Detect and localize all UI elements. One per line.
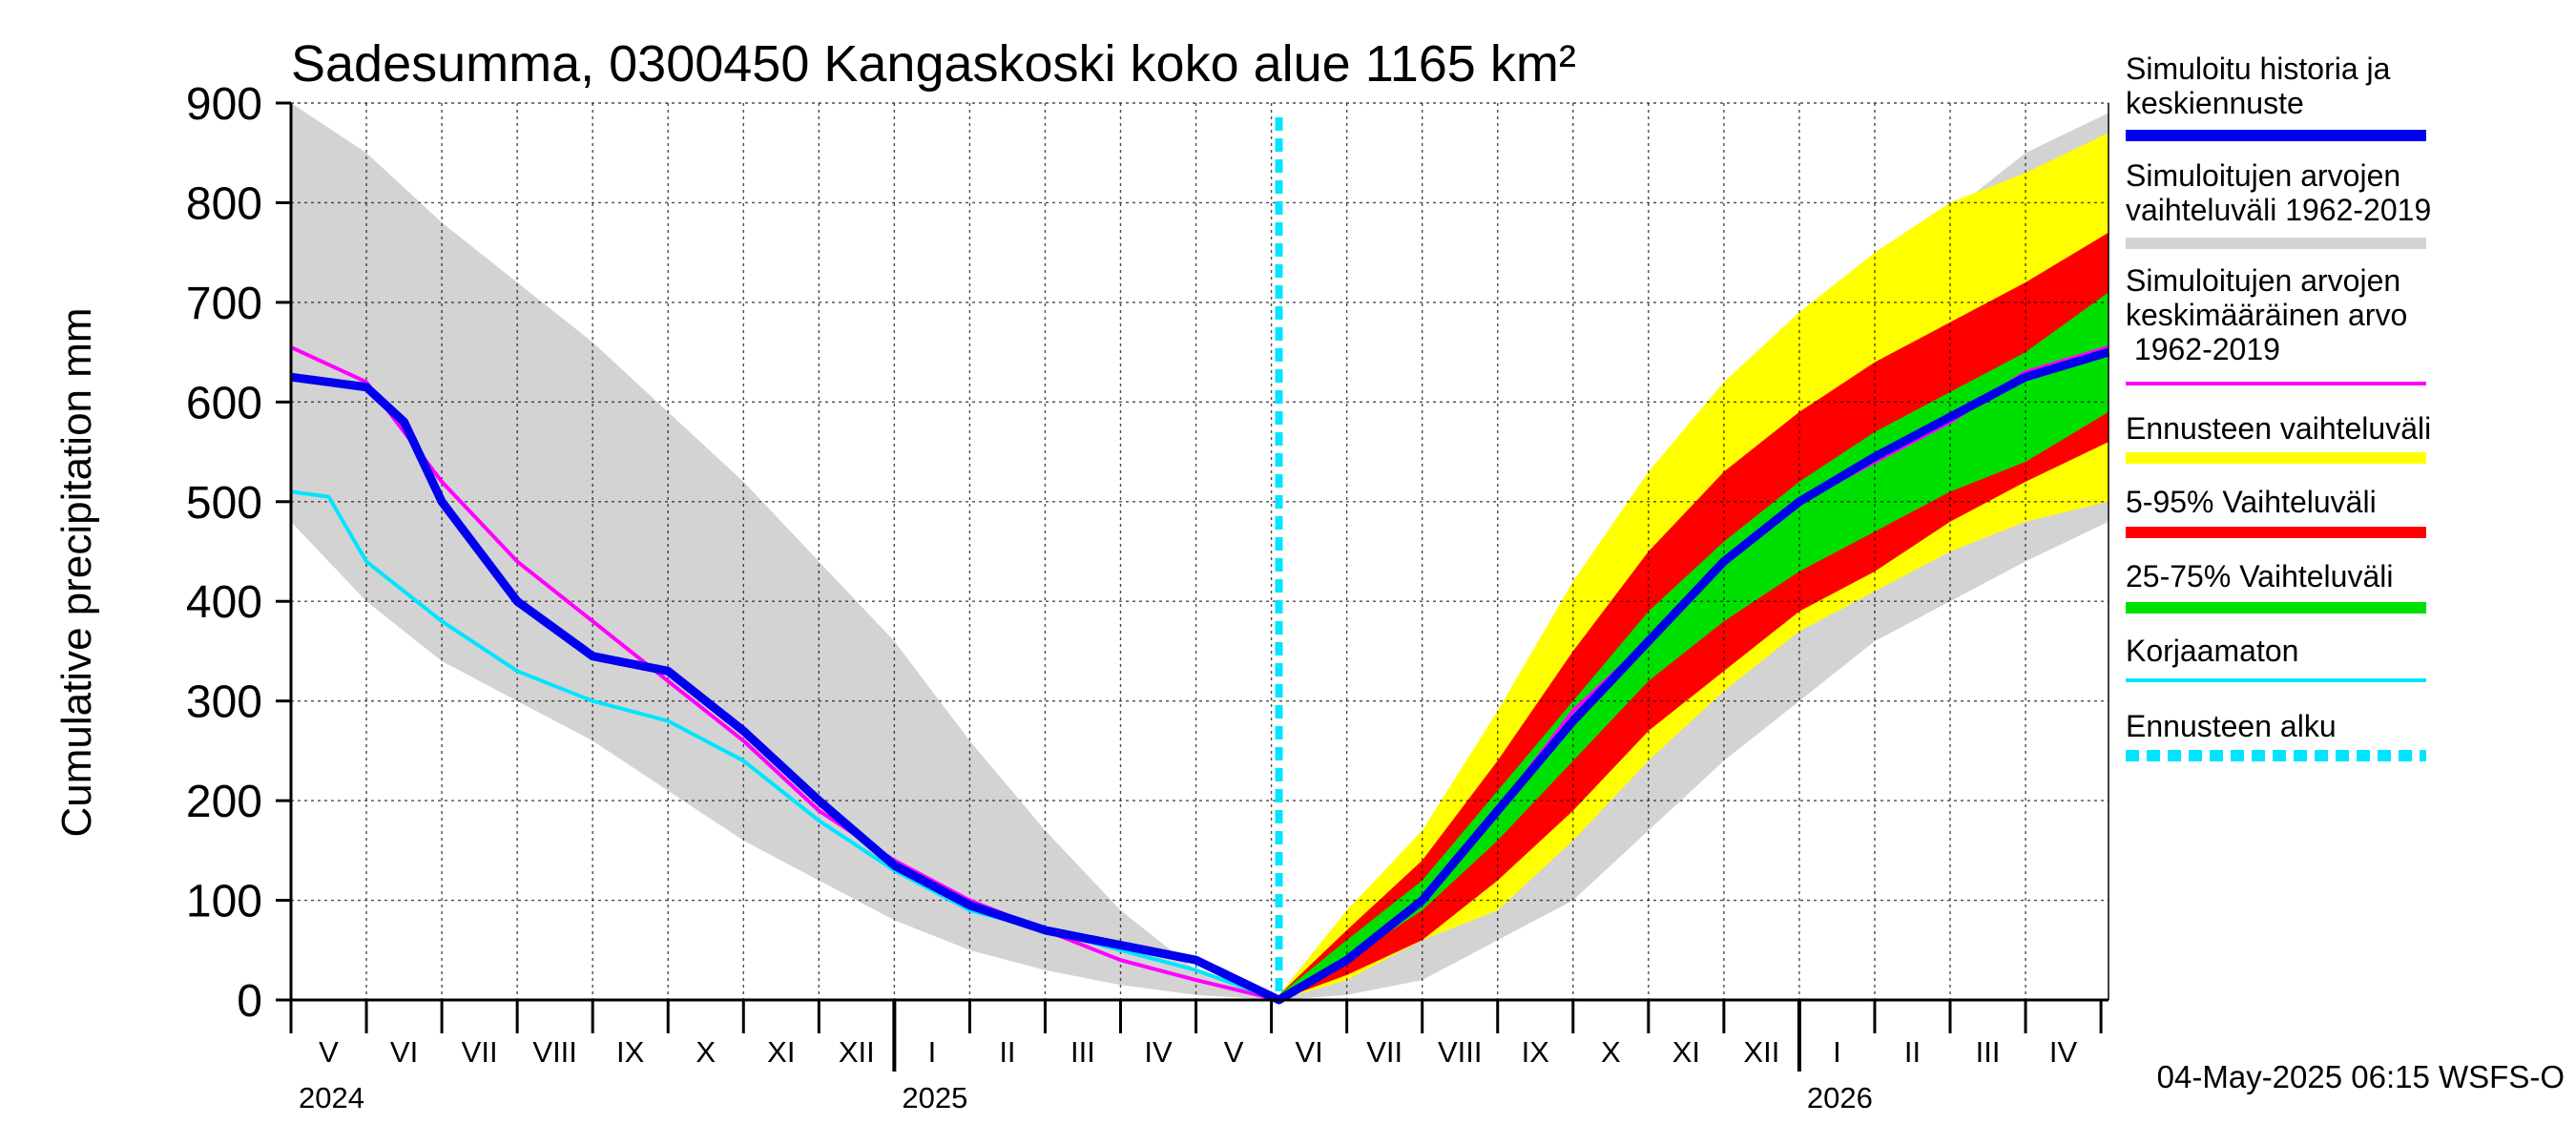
- legend-label-line: Korjaamaton: [2126, 634, 2298, 668]
- x-month-label: VII: [1366, 1035, 1402, 1069]
- y-tick-label-900: 900: [186, 79, 262, 130]
- grid-lines: [291, 102, 2109, 1001]
- y-tick-label-100: 100: [186, 877, 262, 927]
- x-month-label: IX: [616, 1035, 645, 1069]
- x-month-label: X: [1601, 1035, 1621, 1069]
- legend-label-line: 1962-2019: [2126, 332, 2280, 366]
- x-month-label: V: [319, 1035, 339, 1069]
- legend-label-line: Simuloitujen arvojen: [2126, 263, 2400, 298]
- x-month-label: VI: [1295, 1035, 1322, 1069]
- y-tick-label-600: 600: [186, 378, 262, 428]
- x-month-label: IV: [2049, 1035, 2078, 1069]
- x-month-label: XI: [1672, 1035, 1700, 1069]
- x-month-label: XII: [839, 1035, 875, 1069]
- legend-label-line: Simuloitu historia ja: [2126, 52, 2391, 86]
- x-month-label: I: [1833, 1035, 1841, 1069]
- legend-label-line: 25-75% Vaihteluväli: [2126, 559, 2393, 593]
- y-tick-label-300: 300: [186, 677, 262, 728]
- band-hist-range: [291, 103, 2109, 1000]
- legend-label-2: Simuloitujen arvojen keskimääräinen arvo …: [2126, 263, 2407, 366]
- legend-label-line: vaihteluväli 1962-2019: [2126, 193, 2431, 227]
- x-month-label: II: [999, 1035, 1015, 1069]
- x-month-label: III: [1976, 1035, 2001, 1069]
- x-month-label: IX: [1522, 1035, 1550, 1069]
- x-month-label: XI: [767, 1035, 795, 1069]
- legend-label-3: Ennusteen vaihteluväli: [2126, 411, 2431, 446]
- x-year-label: 2026: [1807, 1081, 1873, 1114]
- x-year-label: 2024: [299, 1081, 364, 1114]
- x-month-label: V: [1224, 1035, 1244, 1069]
- y-tick-label-0: 0: [237, 976, 262, 1027]
- legend-label-4: 5-95% Vaihteluväli: [2126, 485, 2377, 519]
- footer-timestamp: 04-May-2025 06:15 WSFS-O: [2157, 1059, 2565, 1094]
- legend-label-6: Korjaamaton: [2126, 634, 2298, 668]
- y-axis-label: Cumulative precipitation mm: [53, 307, 100, 837]
- y-tick-label-400: 400: [186, 577, 262, 628]
- chart-title: Sadesumma, 0300450 Kangaskoski koko alue…: [291, 35, 1576, 93]
- x-month-label: III: [1070, 1035, 1095, 1069]
- y-tick-label-500: 500: [186, 478, 262, 529]
- legend-label-line: keskiennuste: [2126, 86, 2304, 120]
- x-year-label: 2025: [902, 1081, 967, 1114]
- x-month-label: I: [928, 1035, 937, 1069]
- x-month-label: VII: [462, 1035, 498, 1069]
- x-month-label: VIII: [1438, 1035, 1483, 1069]
- series-line-simuloitu-historia-ja-keskiennuste: [290, 347, 2110, 1005]
- legend-label-line: keskimääräinen arvo: [2126, 298, 2407, 332]
- legend-label-7: Ennusteen alku: [2126, 709, 2337, 743]
- legend-label-0: Simuloitu historia ja keskiennuste: [2126, 52, 2391, 120]
- y-tick-label-700: 700: [186, 279, 262, 329]
- x-month-label: XII: [1743, 1035, 1779, 1069]
- x-month-label: IV: [1144, 1035, 1173, 1069]
- x-month-label: X: [696, 1035, 716, 1069]
- x-month-label: VI: [390, 1035, 418, 1069]
- legend-label-1: Simuloitujen arvojen vaihteluväli 1962-20…: [2126, 158, 2431, 227]
- legend-label-line: 5-95% Vaihteluväli: [2126, 485, 2377, 519]
- x-month-label: VIII: [532, 1035, 577, 1069]
- legend-label-line: Simuloitujen arvojen: [2126, 158, 2400, 193]
- x-month-label: II: [1904, 1035, 1921, 1069]
- y-tick-label-200: 200: [186, 777, 262, 827]
- legend-label-line: Ennusteen vaihteluväli: [2126, 411, 2431, 446]
- y-tick-label-800: 800: [186, 178, 262, 229]
- legend-label-5: 25-75% Vaihteluväli: [2126, 559, 2393, 593]
- legend-label-line: Ennusteen alku: [2126, 709, 2337, 743]
